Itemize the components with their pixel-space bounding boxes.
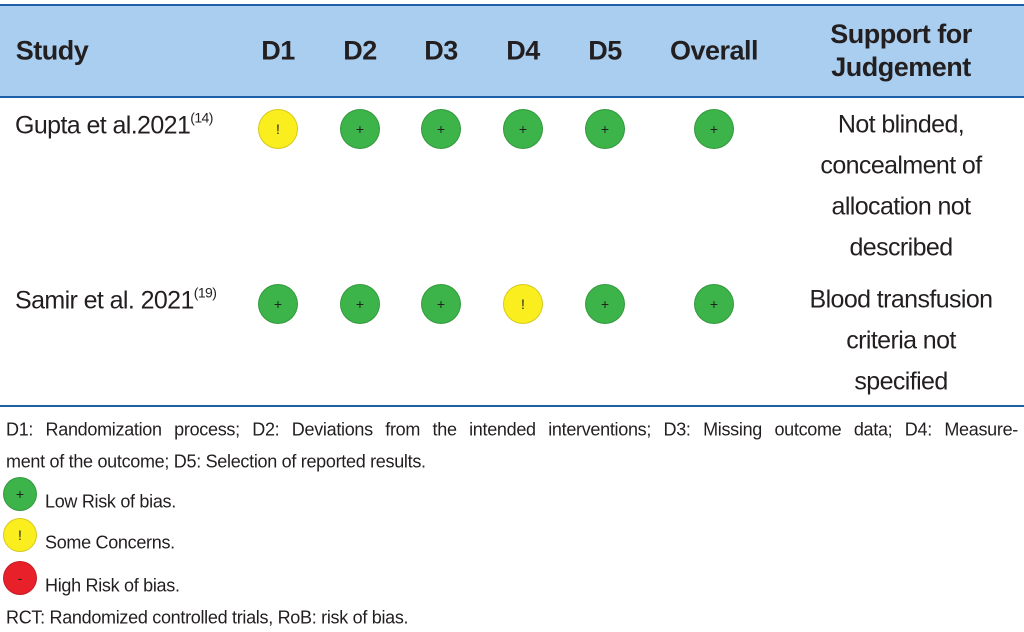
risk-dot: ! — [503, 284, 543, 324]
abbreviations: RCT: Randomized controlled trials, RoB: … — [6, 607, 409, 628]
legend-dot: + — [3, 477, 37, 511]
table-rule — [0, 405, 1024, 407]
study-name-text: Gupta et al.2021 — [15, 111, 191, 140]
legend-dot: ! — [3, 518, 37, 552]
reference: (14) — [190, 109, 213, 126]
study-name: Gupta et al.2021(14) — [15, 110, 213, 141]
footnote: D1: Randomization process; D2: Deviation… — [6, 419, 1018, 440]
study-name-text: Samir et al. 2021 — [15, 286, 194, 315]
header-band — [0, 4, 1024, 98]
legend-label: Low Risk of bias. — [45, 491, 176, 512]
support-text: Blood transfusion — [809, 285, 994, 314]
column-header: Support for Judgement — [830, 19, 972, 82]
support-text: concealment of — [820, 151, 982, 180]
legend-dot: - — [3, 561, 37, 595]
reference: (19) — [193, 284, 217, 301]
support-text: Not blinded, — [837, 110, 965, 139]
risk-dot: + — [258, 284, 298, 324]
column-header: D1 — [261, 35, 295, 66]
risk-dot: + — [503, 109, 543, 149]
risk-dot: ! — [258, 109, 298, 149]
support-text: allocation not — [831, 192, 972, 221]
support-text: described — [849, 233, 954, 262]
column-header: D3 — [424, 35, 458, 66]
column-header: D4 — [506, 35, 540, 66]
support-text: criteria not — [846, 326, 956, 355]
risk-dot: + — [694, 109, 734, 149]
risk-dot: + — [340, 109, 380, 149]
risk-dot: + — [340, 284, 380, 324]
support-text: specified — [854, 367, 948, 396]
column-header: Study — [15, 35, 89, 66]
study-name: Samir et al. 2021(19) — [15, 284, 217, 316]
risk-dot: + — [421, 284, 461, 324]
risk-dot: + — [694, 284, 734, 324]
legend-label: Some Concerns. — [45, 532, 175, 553]
column-header: D5 — [588, 35, 622, 66]
legend-label: High Risk of bias. — [45, 575, 180, 596]
footnote: ment of the outcome; D5: Selection of re… — [6, 451, 426, 472]
risk-dot: + — [421, 109, 461, 149]
column-header: D2 — [343, 35, 377, 66]
risk-dot: + — [585, 109, 625, 149]
column-header: Overall — [669, 35, 759, 66]
risk-dot: + — [585, 284, 625, 324]
